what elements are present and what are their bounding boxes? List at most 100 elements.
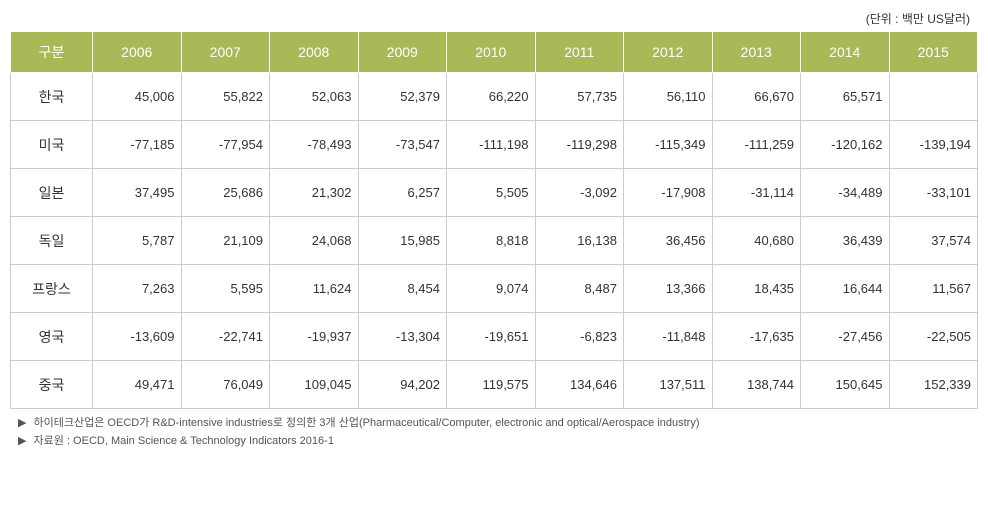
table-cell: -31,114 (712, 169, 801, 217)
col-header-2014: 2014 (801, 32, 890, 73)
col-header-2008: 2008 (270, 32, 359, 73)
table-cell: 18,435 (712, 265, 801, 313)
row-label: 한국 (11, 73, 93, 121)
table-cell: 52,063 (270, 73, 359, 121)
footnote: ▶ 자료원 : OECD, Main Science & Technology … (18, 433, 978, 451)
table-cell: -19,651 (447, 313, 536, 361)
table-cell: -17,635 (712, 313, 801, 361)
col-header-2013: 2013 (712, 32, 801, 73)
table-cell: 21,109 (181, 217, 270, 265)
footnote-marker-icon: ▶ (18, 417, 26, 429)
table-cell: 36,456 (624, 217, 713, 265)
col-header-category: 구분 (11, 32, 93, 73)
table-cell: -22,741 (181, 313, 270, 361)
table-cell: 13,366 (624, 265, 713, 313)
table-row: 한국45,00655,82252,06352,37966,22057,73556… (11, 73, 978, 121)
table-cell: 7,263 (93, 265, 182, 313)
table-cell: 152,339 (889, 361, 978, 409)
table-cell: 6,257 (358, 169, 447, 217)
table-cell: 5,787 (93, 217, 182, 265)
table-cell: 5,505 (447, 169, 536, 217)
table-header-row: 구분 2006 2007 2008 2009 2010 2011 2012 20… (11, 32, 978, 73)
table-cell: 134,646 (535, 361, 624, 409)
table-cell: -11,848 (624, 313, 713, 361)
table-cell: -115,349 (624, 121, 713, 169)
table-cell: 138,744 (712, 361, 801, 409)
table-cell: 8,487 (535, 265, 624, 313)
col-header-2011: 2011 (535, 32, 624, 73)
row-label: 미국 (11, 121, 93, 169)
table-row: 중국49,47176,049109,04594,202119,575134,64… (11, 361, 978, 409)
footnote: ▶ 하이테크산업은 OECD가 R&D-intensive industries… (18, 415, 978, 433)
table-cell: 8,818 (447, 217, 536, 265)
table-row: 영국-13,609-22,741-19,937-13,304-19,651-6,… (11, 313, 978, 361)
table-cell: 5,595 (181, 265, 270, 313)
row-label: 독일 (11, 217, 93, 265)
table-cell: 45,006 (93, 73, 182, 121)
table-cell: 24,068 (270, 217, 359, 265)
table-cell: -19,937 (270, 313, 359, 361)
table-cell: -77,185 (93, 121, 182, 169)
col-header-2010: 2010 (447, 32, 536, 73)
footnote-text: 하이테크산업은 OECD가 R&D-intensive industries로 … (34, 417, 700, 429)
footnote-marker-icon: ▶ (18, 435, 26, 447)
table-cell: -111,198 (447, 121, 536, 169)
table-cell: -17,908 (624, 169, 713, 217)
table-cell: 8,454 (358, 265, 447, 313)
table-cell: 57,735 (535, 73, 624, 121)
table-row: 프랑스7,2635,59511,6248,4549,0748,48713,366… (11, 265, 978, 313)
table-cell: -78,493 (270, 121, 359, 169)
table-cell: 55,822 (181, 73, 270, 121)
col-header-2007: 2007 (181, 32, 270, 73)
table-cell: 119,575 (447, 361, 536, 409)
table-cell: 16,138 (535, 217, 624, 265)
table-cell: -34,489 (801, 169, 890, 217)
table-cell: -77,954 (181, 121, 270, 169)
table-cell: 56,110 (624, 73, 713, 121)
table-cell: 66,670 (712, 73, 801, 121)
row-label: 일본 (11, 169, 93, 217)
table-cell: -73,547 (358, 121, 447, 169)
table-cell: 37,495 (93, 169, 182, 217)
table-cell: -13,304 (358, 313, 447, 361)
table-cell: 150,645 (801, 361, 890, 409)
col-header-2015: 2015 (889, 32, 978, 73)
table-cell: 11,624 (270, 265, 359, 313)
row-label: 프랑스 (11, 265, 93, 313)
table-row: 일본37,49525,68621,3026,2575,505-3,092-17,… (11, 169, 978, 217)
table-body: 한국45,00655,82252,06352,37966,22057,73556… (11, 73, 978, 409)
table-cell: 15,985 (358, 217, 447, 265)
table-cell: -139,194 (889, 121, 978, 169)
table-cell: 94,202 (358, 361, 447, 409)
table-cell: -27,456 (801, 313, 890, 361)
col-header-2012: 2012 (624, 32, 713, 73)
unit-label: (단위 : 백만 US달러) (10, 10, 978, 27)
col-header-2006: 2006 (93, 32, 182, 73)
table-cell: 25,686 (181, 169, 270, 217)
footnotes: ▶ 하이테크산업은 OECD가 R&D-intensive industries… (10, 415, 978, 450)
table-cell: 65,571 (801, 73, 890, 121)
table-cell (889, 73, 978, 121)
table-cell: 40,680 (712, 217, 801, 265)
table-cell: 109,045 (270, 361, 359, 409)
table-cell: 76,049 (181, 361, 270, 409)
table-cell: -22,505 (889, 313, 978, 361)
table-cell: -119,298 (535, 121, 624, 169)
table-row: 독일5,78721,10924,06815,9858,81816,13836,4… (11, 217, 978, 265)
table-cell: 49,471 (93, 361, 182, 409)
table-cell: 37,574 (889, 217, 978, 265)
table-cell: -111,259 (712, 121, 801, 169)
table-cell: -6,823 (535, 313, 624, 361)
table-cell: 137,511 (624, 361, 713, 409)
table-cell: 9,074 (447, 265, 536, 313)
footnote-text: 자료원 : OECD, Main Science & Technology In… (34, 435, 334, 447)
col-header-2009: 2009 (358, 32, 447, 73)
table-cell: -33,101 (889, 169, 978, 217)
table-cell: 16,644 (801, 265, 890, 313)
table-cell: 21,302 (270, 169, 359, 217)
data-table: 구분 2006 2007 2008 2009 2010 2011 2012 20… (10, 31, 978, 409)
table-row: 미국-77,185-77,954-78,493-73,547-111,198-1… (11, 121, 978, 169)
row-label: 중국 (11, 361, 93, 409)
table-cell: 66,220 (447, 73, 536, 121)
table-cell: -13,609 (93, 313, 182, 361)
